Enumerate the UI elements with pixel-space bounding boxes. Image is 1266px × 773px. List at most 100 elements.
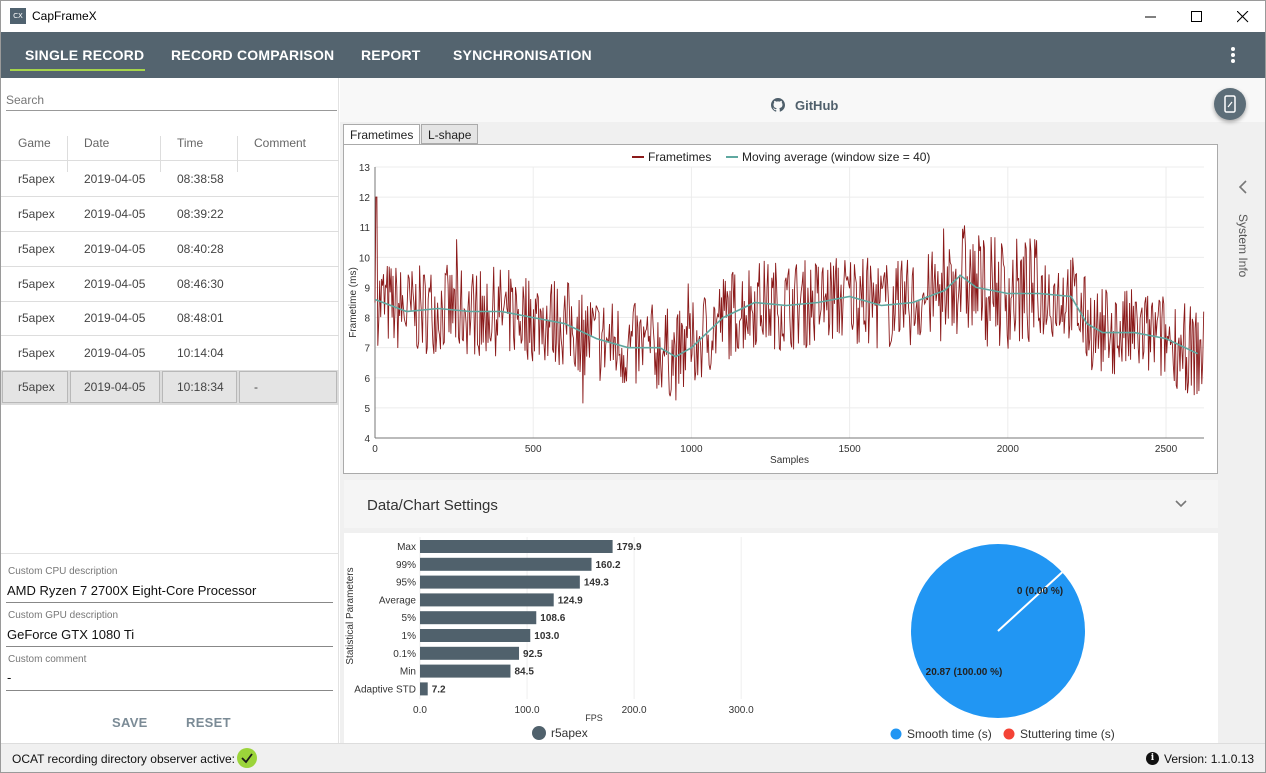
version-text: Version: 1.1.0.13 [1164,752,1255,766]
close-button[interactable] [1220,1,1265,32]
frametimes-chart[interactable]: 4 5 6 7 8 9 10 11 12 13 0 500 1000 1500 2000 2500 Sample… [344,145,1217,473]
y-axis-label: Frametime (ms) [348,267,359,338]
comment-label: Custom comment [8,654,87,665]
table-row[interactable]: r5apex 2019-04-05 10:14:04 [1,336,339,371]
github-link[interactable]: GitHub [795,98,839,113]
records-table-header: Game Date Time Comment [1,125,339,172]
comment-field[interactable]: - [7,670,12,685]
table-row-selected[interactable]: r5apex 2019-04-05 10:18:34 - [1,370,339,405]
table-row[interactable]: r5apex 2019-04-05 08:46:30 [1,267,339,302]
gpu-description-label: Custom GPU description [8,610,119,621]
x-tick-label: 500 [525,444,542,455]
cell-game: r5apex [18,277,55,291]
column-header-comment[interactable]: Comment [254,136,307,150]
tab-record-comparison[interactable]: RECORD COMPARISON [171,47,335,63]
bar-value-label: 160.2 [596,560,621,571]
column-header-time[interactable]: Time [177,136,204,150]
table-row[interactable]: r5apex 2019-04-05 08:38:58 [1,162,339,197]
bar-value-label: 108.6 [540,613,565,624]
x-tick-label: 1500 [838,444,861,455]
cell-time: 08:40:28 [177,242,224,256]
stat-bar [420,540,613,553]
stat-bar [420,593,554,607]
cell-date: 2019-04-05 [84,172,146,186]
status-bar: OCAT recording directory observer active… [1,743,1265,772]
cell-game: r5apex [18,207,55,221]
github-icon [771,98,785,112]
chevron-down-icon[interactable] [1173,496,1189,512]
phone-icon [1224,95,1236,113]
gpu-description-field[interactable]: GeForce GTX 1080 Ti [7,627,135,642]
cell-time: 08:39:22 [177,207,224,221]
chevron-left-icon[interactable] [1224,172,1262,202]
y-tick-label: 4 [364,434,370,445]
pie-legend-label-stutter: Stuttering time (s) [1020,727,1115,741]
top-strip: GitHub [340,78,1265,122]
info-icon[interactable]: i [1146,752,1159,765]
more-options-icon[interactable] [1223,45,1243,65]
active-tab-indicator [10,69,145,71]
maximize-button[interactable] [1174,1,1220,32]
bar-value-label: 92.5 [523,649,543,660]
tab-single-record[interactable]: SINGLE RECORD [25,47,145,63]
bar-value-label: 124.9 [558,595,583,606]
legend-label: Moving average (window size = 40) [742,150,930,164]
y-tick-label: 6 [364,374,370,385]
tab-l-shape[interactable]: L-shape [421,124,479,144]
stat-bar [420,682,428,696]
cell-date: 2019-04-05 [84,346,146,360]
search-box [6,90,337,111]
cell-comment: - [254,380,258,394]
moving-average-series-line [374,274,1199,358]
bar-value-label: 7.2 [432,684,446,695]
app-logo-icon: CX [10,8,26,24]
bar-x-tick-label: 0.0 [413,705,427,716]
y-tick-label: 13 [359,163,371,174]
bar-category-label: Adaptive STD [354,684,416,695]
system-info-panel[interactable]: System Info [1224,144,1262,743]
phone-screen-button[interactable] [1214,88,1246,120]
cell-time: 10:14:04 [177,346,224,360]
cell-date: 2019-04-05 [84,242,146,256]
cpu-description-field[interactable]: AMD Ryzen 7 2700X Eight-Core Processor [7,583,257,598]
y-tick-label: 10 [359,253,371,264]
column-header-date[interactable]: Date [84,136,110,150]
x-tick-label: 2500 [1155,444,1178,455]
minimize-button[interactable] [1128,1,1174,32]
system-info-label: System Info [1236,214,1250,278]
save-button[interactable]: SAVE [112,715,148,730]
cell-date: 2019-04-05 [84,277,146,291]
cell-game: r5apex [18,242,55,256]
cell-time: 08:46:30 [177,277,224,291]
data-chart-settings-expander[interactable]: Data/Chart Settings [344,480,1218,528]
y-tick-label: 12 [359,193,371,204]
frametimes-series-line [374,196,1205,404]
table-row[interactable]: r5apex 2019-04-05 08:39:22 [1,197,339,232]
pie-zero-slice-boundary [997,571,1063,632]
table-row[interactable]: r5apex 2019-04-05 08:48:01 [1,301,339,336]
tab-report[interactable]: REPORT [361,47,421,63]
table-row[interactable]: r5apex 2019-04-05 08:40:28 [1,232,339,267]
bar-x-axis-label: FPS [585,713,603,723]
cell-time: 10:18:34 [177,380,224,394]
column-header-game[interactable]: Game [18,136,51,150]
bar-x-tick-label: 300.0 [729,705,754,716]
pie-label-smooth: 20.87 (100.00 %) [926,667,1003,678]
pie-legend-marker-stutter [1003,728,1015,740]
frametimes-chart-panel: 4 5 6 7 8 9 10 11 12 13 0 500 1000 1500 2000 2500 Sample… [343,144,1218,474]
tab-frametimes[interactable]: Frametimes [343,124,421,145]
main-content: GitHub Frametimes L-shape 4 5 6 7 8 9 10 11 12 13… [340,78,1265,743]
title-bar: CX CapFrameX [1,1,1265,32]
cell-game: r5apex [18,172,55,186]
x-axis-label: Samples [770,455,809,466]
bar-category-label: 1% [402,631,417,642]
stat-bar [420,629,531,642]
tab-synchronisation[interactable]: SYNCHRONISATION [453,47,592,63]
pie-legend-marker-smooth [890,728,902,740]
search-input[interactable] [6,90,337,110]
bar-value-label: 179.9 [617,542,642,553]
reset-button[interactable]: RESET [186,715,231,730]
close-icon [1237,11,1249,23]
settings-title: Data/Chart Settings [367,497,498,514]
